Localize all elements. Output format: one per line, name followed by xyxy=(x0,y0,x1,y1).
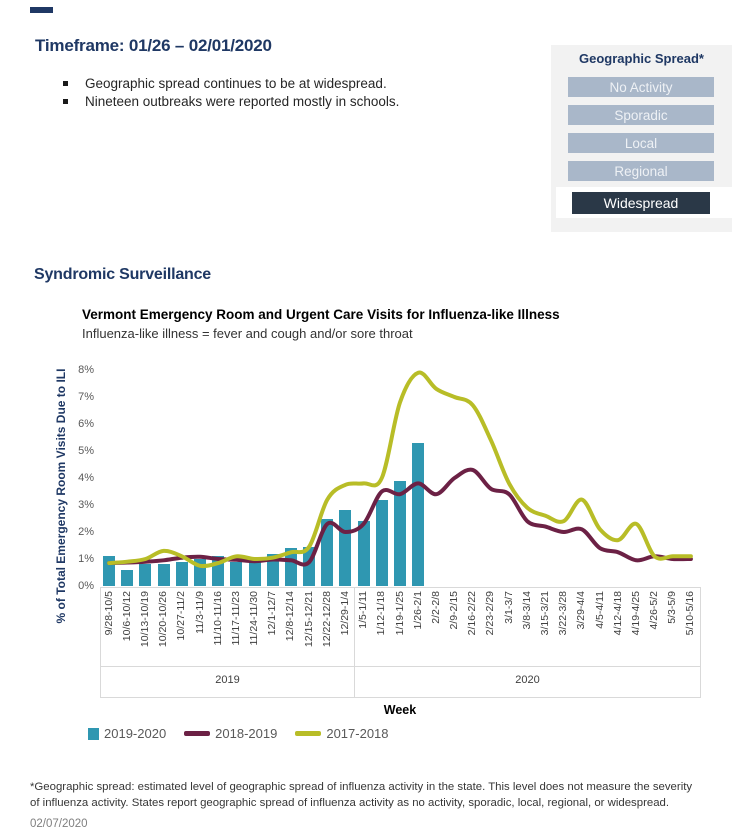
x-tick-label: 2/9-2/15 xyxy=(448,591,461,630)
bullet-text: Geographic spread continues to be at wid… xyxy=(85,75,387,91)
x-tick-label: 10/27-11/2 xyxy=(175,591,188,641)
x-tick-label: 11/3-11/9 xyxy=(193,591,206,634)
timeframe-title: Timeframe: 01/26 – 02/01/2020 xyxy=(35,36,272,55)
bullet-square-icon xyxy=(63,98,68,104)
y-tick-label: 6% xyxy=(78,417,94,430)
legend-label: 2018-2019 xyxy=(215,726,278,741)
axis-left-divider xyxy=(100,587,101,698)
section-title: Syndromic Surveillance xyxy=(34,266,212,283)
y-tick-label: 5% xyxy=(78,444,94,457)
x-tick-label: 4/19-4/25 xyxy=(629,591,642,636)
bar xyxy=(230,561,243,586)
bar xyxy=(357,521,370,586)
bullet-text: Nineteen outbreaks were reported mostly … xyxy=(85,93,400,109)
x-tick-label: 12/15-12/21 xyxy=(302,591,315,648)
geo-level-local: Local xyxy=(568,133,714,153)
y-tick-label: 0% xyxy=(78,579,94,592)
y-tick-label: 4% xyxy=(78,471,94,484)
geo-level-widespread-selected: Widespread xyxy=(572,192,710,214)
x-tick-label: 11/17-11/23 xyxy=(229,591,242,646)
bar xyxy=(321,518,334,586)
x-tick-label: 3/22-3/28 xyxy=(557,591,570,636)
x-tick-label: 4/12-4/18 xyxy=(611,591,624,636)
bar xyxy=(248,561,261,586)
x-tick-label: 2/2-2/8 xyxy=(429,591,442,624)
footnote: *Geographic spread: estimated level of g… xyxy=(30,779,736,811)
x-tick-label: 10/13-10/19 xyxy=(138,591,151,648)
x-tick-label: 11/24-11/30 xyxy=(248,591,261,646)
x-tick-label: 5/3-5/9 xyxy=(666,591,679,624)
corner-accent-mark xyxy=(30,7,53,13)
legend-label: 2017-2018 xyxy=(326,726,389,741)
chart-legend: 2019-2020 2018-2019 2017-2018 xyxy=(88,726,407,741)
bar xyxy=(157,564,170,586)
geo-level-sporadic: Sporadic xyxy=(568,105,714,125)
x-tick-label: 1/19-1/25 xyxy=(393,591,406,636)
x-tick-label: 3/1-3/7 xyxy=(502,591,515,624)
tick-area-line xyxy=(100,666,700,667)
legend-item: 2019-2020 xyxy=(88,726,166,741)
bullet-square-icon xyxy=(63,80,68,86)
x-axis-line xyxy=(100,587,700,588)
x-axis-title: Week xyxy=(383,703,417,717)
bar xyxy=(394,480,406,586)
x-tick-label: 10/6-10/12 xyxy=(120,591,133,642)
footnote-line: of influenza activity. States report geo… xyxy=(30,797,670,809)
x-tick-label: 12/29-1/4 xyxy=(338,591,351,636)
bar xyxy=(175,561,188,586)
x-tick-label: 3/8-3/14 xyxy=(520,591,533,630)
bar xyxy=(412,442,425,586)
legend-item: 2018-2019 xyxy=(184,726,277,741)
legend-item: 2017-2018 xyxy=(295,726,389,741)
x-tick-label: 12/1-12/7 xyxy=(266,591,279,636)
geo-level-regional: Regional xyxy=(568,161,714,181)
bar xyxy=(139,564,152,586)
x-tick-label: 3/29-4/4 xyxy=(575,591,588,630)
legend-label: 2019-2020 xyxy=(104,726,167,741)
axis-right-divider xyxy=(700,587,701,698)
x-tick-label: 2/23-2/29 xyxy=(484,591,497,636)
footnote-line: *Geographic spread: estimated level of g… xyxy=(30,781,693,793)
y-tick-label: 2% xyxy=(78,525,94,538)
legend-bar-swatch-icon xyxy=(88,727,99,740)
y-tick-label: 8% xyxy=(78,363,94,376)
bar xyxy=(121,569,134,586)
y-tick-label: 7% xyxy=(78,390,94,403)
x-tick-label: 10/20-10/26 xyxy=(157,591,170,648)
x-tick-label: 4/5-4/11 xyxy=(593,591,606,629)
year-divider xyxy=(354,587,355,698)
legend-line-swatch-icon xyxy=(295,731,322,736)
year-band-line xyxy=(100,697,700,698)
x-tick-label: 4/26-5/2 xyxy=(648,591,661,630)
chart-subtitle: Influenza-like illness = fever and cough… xyxy=(82,326,413,341)
bullet-item: Nineteen outbreaks were reported mostly … xyxy=(63,92,399,110)
line-2018-2019 xyxy=(107,467,693,567)
report-date: 02/07/2020 xyxy=(30,818,88,830)
chart-title: Vermont Emergency Room and Urgent Care V… xyxy=(82,307,560,322)
x-tick-label: 12/8-12/14 xyxy=(284,591,297,642)
line-2017-2018 xyxy=(107,370,693,569)
x-tick-label: 1/12-1/18 xyxy=(375,591,388,636)
legend-line-swatch-icon xyxy=(184,731,211,736)
year-band-2019: 2019 xyxy=(215,674,240,686)
x-tick-label: 12/22-12/28 xyxy=(320,591,333,648)
x-tick-label: 1/26-2/1 xyxy=(411,591,424,630)
geo-level-no-activity: No Activity xyxy=(568,77,714,97)
x-tick-label: 2/16-2/22 xyxy=(466,591,479,636)
bar xyxy=(284,548,297,586)
line-series xyxy=(107,370,693,569)
x-tick-label: 5/10-5/16 xyxy=(684,591,697,636)
y-tick-label: 1% xyxy=(78,552,94,565)
y-tick-label: 3% xyxy=(78,498,94,511)
x-tick-label: 1/5-1/11 xyxy=(357,591,370,629)
geographic-spread-title: Geographic Spread* xyxy=(579,51,704,66)
bar xyxy=(375,499,388,586)
year-band-2020: 2020 xyxy=(515,674,540,686)
x-tick-label: 9/28-10/5 xyxy=(102,591,115,636)
x-tick-label: 11/10-11/16 xyxy=(211,591,224,646)
x-tick-label: 3/15-3/21 xyxy=(538,591,551,636)
bullet-item: Geographic spread continues to be at wid… xyxy=(63,74,387,92)
